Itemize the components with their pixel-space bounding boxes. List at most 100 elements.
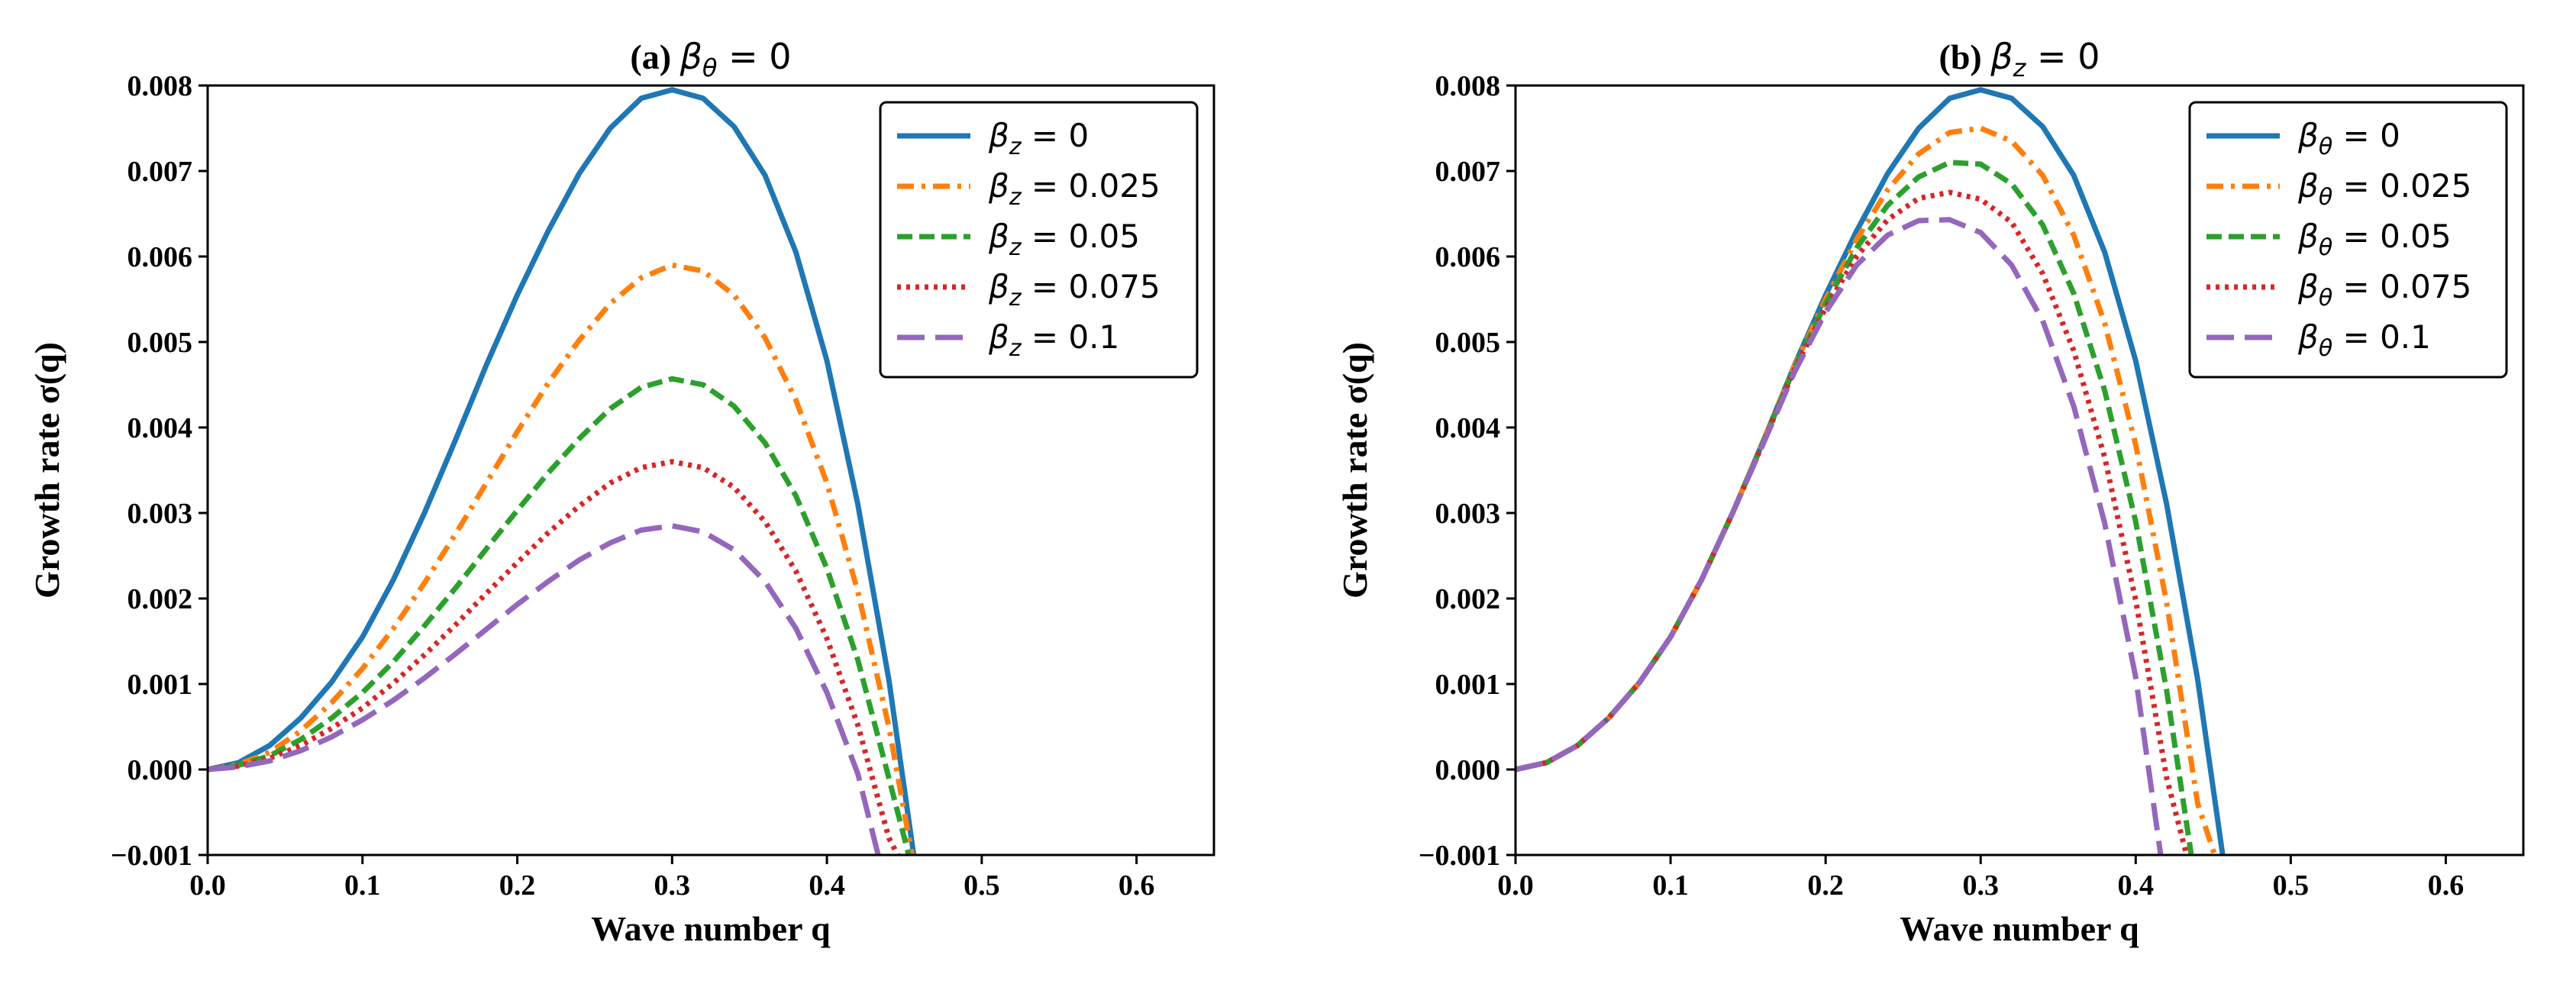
y-tick-label: 0.002 bbox=[128, 583, 193, 615]
y-tick-label: −0.001 bbox=[1419, 840, 1500, 872]
legend-value: = 0.1 bbox=[2332, 318, 2431, 356]
y-tick-label: 0.001 bbox=[128, 669, 193, 701]
chart-title-suffix: = 0 bbox=[718, 36, 792, 77]
y-tick-label: 0.004 bbox=[128, 412, 193, 444]
legend-label-4: βθ = 0.075 bbox=[2297, 268, 2471, 311]
legend-symbol: β bbox=[2297, 167, 2319, 205]
legend-symbol: β bbox=[988, 218, 1009, 255]
legend-symbol: β bbox=[988, 318, 1009, 356]
y-tick-label: −0.001 bbox=[111, 840, 192, 872]
y-tick-label: 0.007 bbox=[1435, 156, 1501, 188]
legend-subscript: z bbox=[1009, 285, 1022, 311]
series-line-2 bbox=[1516, 125, 2218, 855]
x-tick-label: 0.3 bbox=[1962, 869, 1999, 902]
x-tick-label: 0.4 bbox=[809, 869, 845, 902]
series-line-4 bbox=[1516, 189, 2190, 855]
legend-frame bbox=[879, 101, 1199, 379]
series-group bbox=[1516, 87, 2226, 855]
x-tick-label: 0.4 bbox=[2118, 869, 2155, 902]
legend-label-3: βθ = 0.05 bbox=[2297, 218, 2452, 261]
legend-subscript: θ bbox=[2319, 134, 2332, 160]
x-tick-label: 0.1 bbox=[344, 869, 381, 902]
legend-subscript: z bbox=[1009, 335, 1022, 362]
chart-title: (a) βθ = 0 bbox=[630, 36, 791, 82]
series-group bbox=[208, 87, 917, 855]
legend-value: = 0.025 bbox=[2332, 167, 2471, 205]
chart-panel-a: 0.0 0.1 0.2 0.3 0.4 0.5 0.6 −0.001 0.000 0.001 0.0… bbox=[27, 36, 1215, 948]
legend-value: = 0.075 bbox=[2332, 268, 2471, 305]
chart-title-symbol: β bbox=[680, 36, 702, 77]
legend-frame bbox=[2188, 101, 2508, 379]
x-tick-label: 0.3 bbox=[654, 869, 691, 902]
y-tick-label: 0.005 bbox=[128, 327, 193, 359]
chart-title-prefix: (b) bbox=[1939, 37, 1991, 76]
x-tick-label: 0.2 bbox=[499, 869, 536, 902]
y-axis-label: Growth rate σ(q) bbox=[1335, 342, 1374, 598]
legend-value: = 0.075 bbox=[1022, 268, 1160, 305]
chart-title-suffix: = 0 bbox=[2026, 36, 2100, 77]
legend-label-4: βz = 0.075 bbox=[988, 268, 1160, 311]
y-tick-label: 0.004 bbox=[1435, 412, 1501, 444]
legend-symbol: β bbox=[988, 268, 1009, 305]
x-tick-label: 0.5 bbox=[2273, 869, 2310, 902]
legend-symbol: β bbox=[988, 117, 1009, 154]
y-tick-label: 0.000 bbox=[128, 754, 193, 786]
legend-subscript: θ bbox=[2319, 184, 2332, 211]
legend-value: = 0.1 bbox=[1022, 318, 1120, 356]
chart-title-prefix: (a) bbox=[630, 37, 680, 76]
x-tick-label: 0.5 bbox=[964, 869, 1000, 902]
legend-subscript: θ bbox=[2319, 234, 2332, 261]
x-axis-label: Wave number q bbox=[591, 909, 831, 948]
series-line-3 bbox=[1516, 160, 2194, 855]
legend-label-3: βz = 0.05 bbox=[988, 218, 1140, 261]
legend-subscript: z bbox=[1009, 184, 1022, 211]
legend-symbol: β bbox=[988, 167, 1009, 205]
y-tick-label: 0.006 bbox=[128, 241, 193, 273]
y-tick-label: 0.006 bbox=[1435, 241, 1501, 273]
y-tick-label: 0.007 bbox=[128, 156, 193, 188]
x-tick-label: 0.0 bbox=[1497, 869, 1534, 902]
x-tick-label: 0.6 bbox=[2428, 869, 2465, 902]
y-tick-label: 0.008 bbox=[1435, 70, 1501, 102]
y-tick-label: 0.002 bbox=[1435, 583, 1501, 615]
y-tick-label: 0.003 bbox=[1435, 498, 1501, 530]
legend-value: = 0 bbox=[1022, 117, 1089, 154]
chart-title-symbol: β bbox=[1990, 36, 2013, 77]
x-tick-label: 0.1 bbox=[1652, 869, 1689, 902]
y-tick-label: 0.001 bbox=[1435, 669, 1501, 701]
x-tick-label: 0.6 bbox=[1119, 869, 1155, 902]
chart-title-subscript: θ bbox=[702, 53, 718, 82]
chart-title: (b) βz = 0 bbox=[1939, 36, 2100, 82]
chart-panel-b: 0.0 0.1 0.2 0.3 0.4 0.5 0.6 −0.001 0.000 0.001 0.0… bbox=[1335, 36, 2525, 948]
plot-frame bbox=[206, 84, 1215, 857]
y-axis-label: Growth rate σ(q) bbox=[27, 342, 66, 598]
series-line-4 bbox=[208, 459, 901, 855]
x-axis-label: Wave number q bbox=[1900, 909, 2139, 948]
series-line-5 bbox=[208, 523, 881, 855]
series-line-2 bbox=[208, 262, 915, 855]
x-tick-label: 0.0 bbox=[189, 869, 226, 902]
legend-value: = 0 bbox=[2332, 117, 2400, 154]
series-line-1 bbox=[208, 87, 917, 855]
legend-symbol: β bbox=[2297, 117, 2319, 154]
y-tick-label: 0.005 bbox=[1435, 327, 1501, 359]
legend-label-2: βθ = 0.025 bbox=[2297, 167, 2471, 211]
legend-label-5: βz = 0.1 bbox=[988, 318, 1119, 362]
legend-value: = 0.025 bbox=[1022, 167, 1160, 205]
series-line-5 bbox=[1516, 217, 2164, 855]
legend-value: = 0.05 bbox=[1022, 218, 1140, 255]
legend-subscript: z bbox=[1009, 134, 1022, 160]
legend-symbol: β bbox=[2297, 268, 2319, 305]
legend-label-5: βθ = 0.1 bbox=[2297, 318, 2431, 362]
legend-symbol: β bbox=[2297, 318, 2319, 356]
chart-title-subscript: z bbox=[2013, 53, 2027, 82]
y-tick-label: 0.000 bbox=[1435, 754, 1501, 786]
x-tick-label: 0.2 bbox=[1807, 869, 1844, 902]
series-line-3 bbox=[208, 376, 912, 855]
legend-subscript: z bbox=[1009, 234, 1022, 261]
legend-subscript: θ bbox=[2319, 285, 2332, 311]
legend-label-1: βθ = 0 bbox=[2297, 117, 2400, 160]
